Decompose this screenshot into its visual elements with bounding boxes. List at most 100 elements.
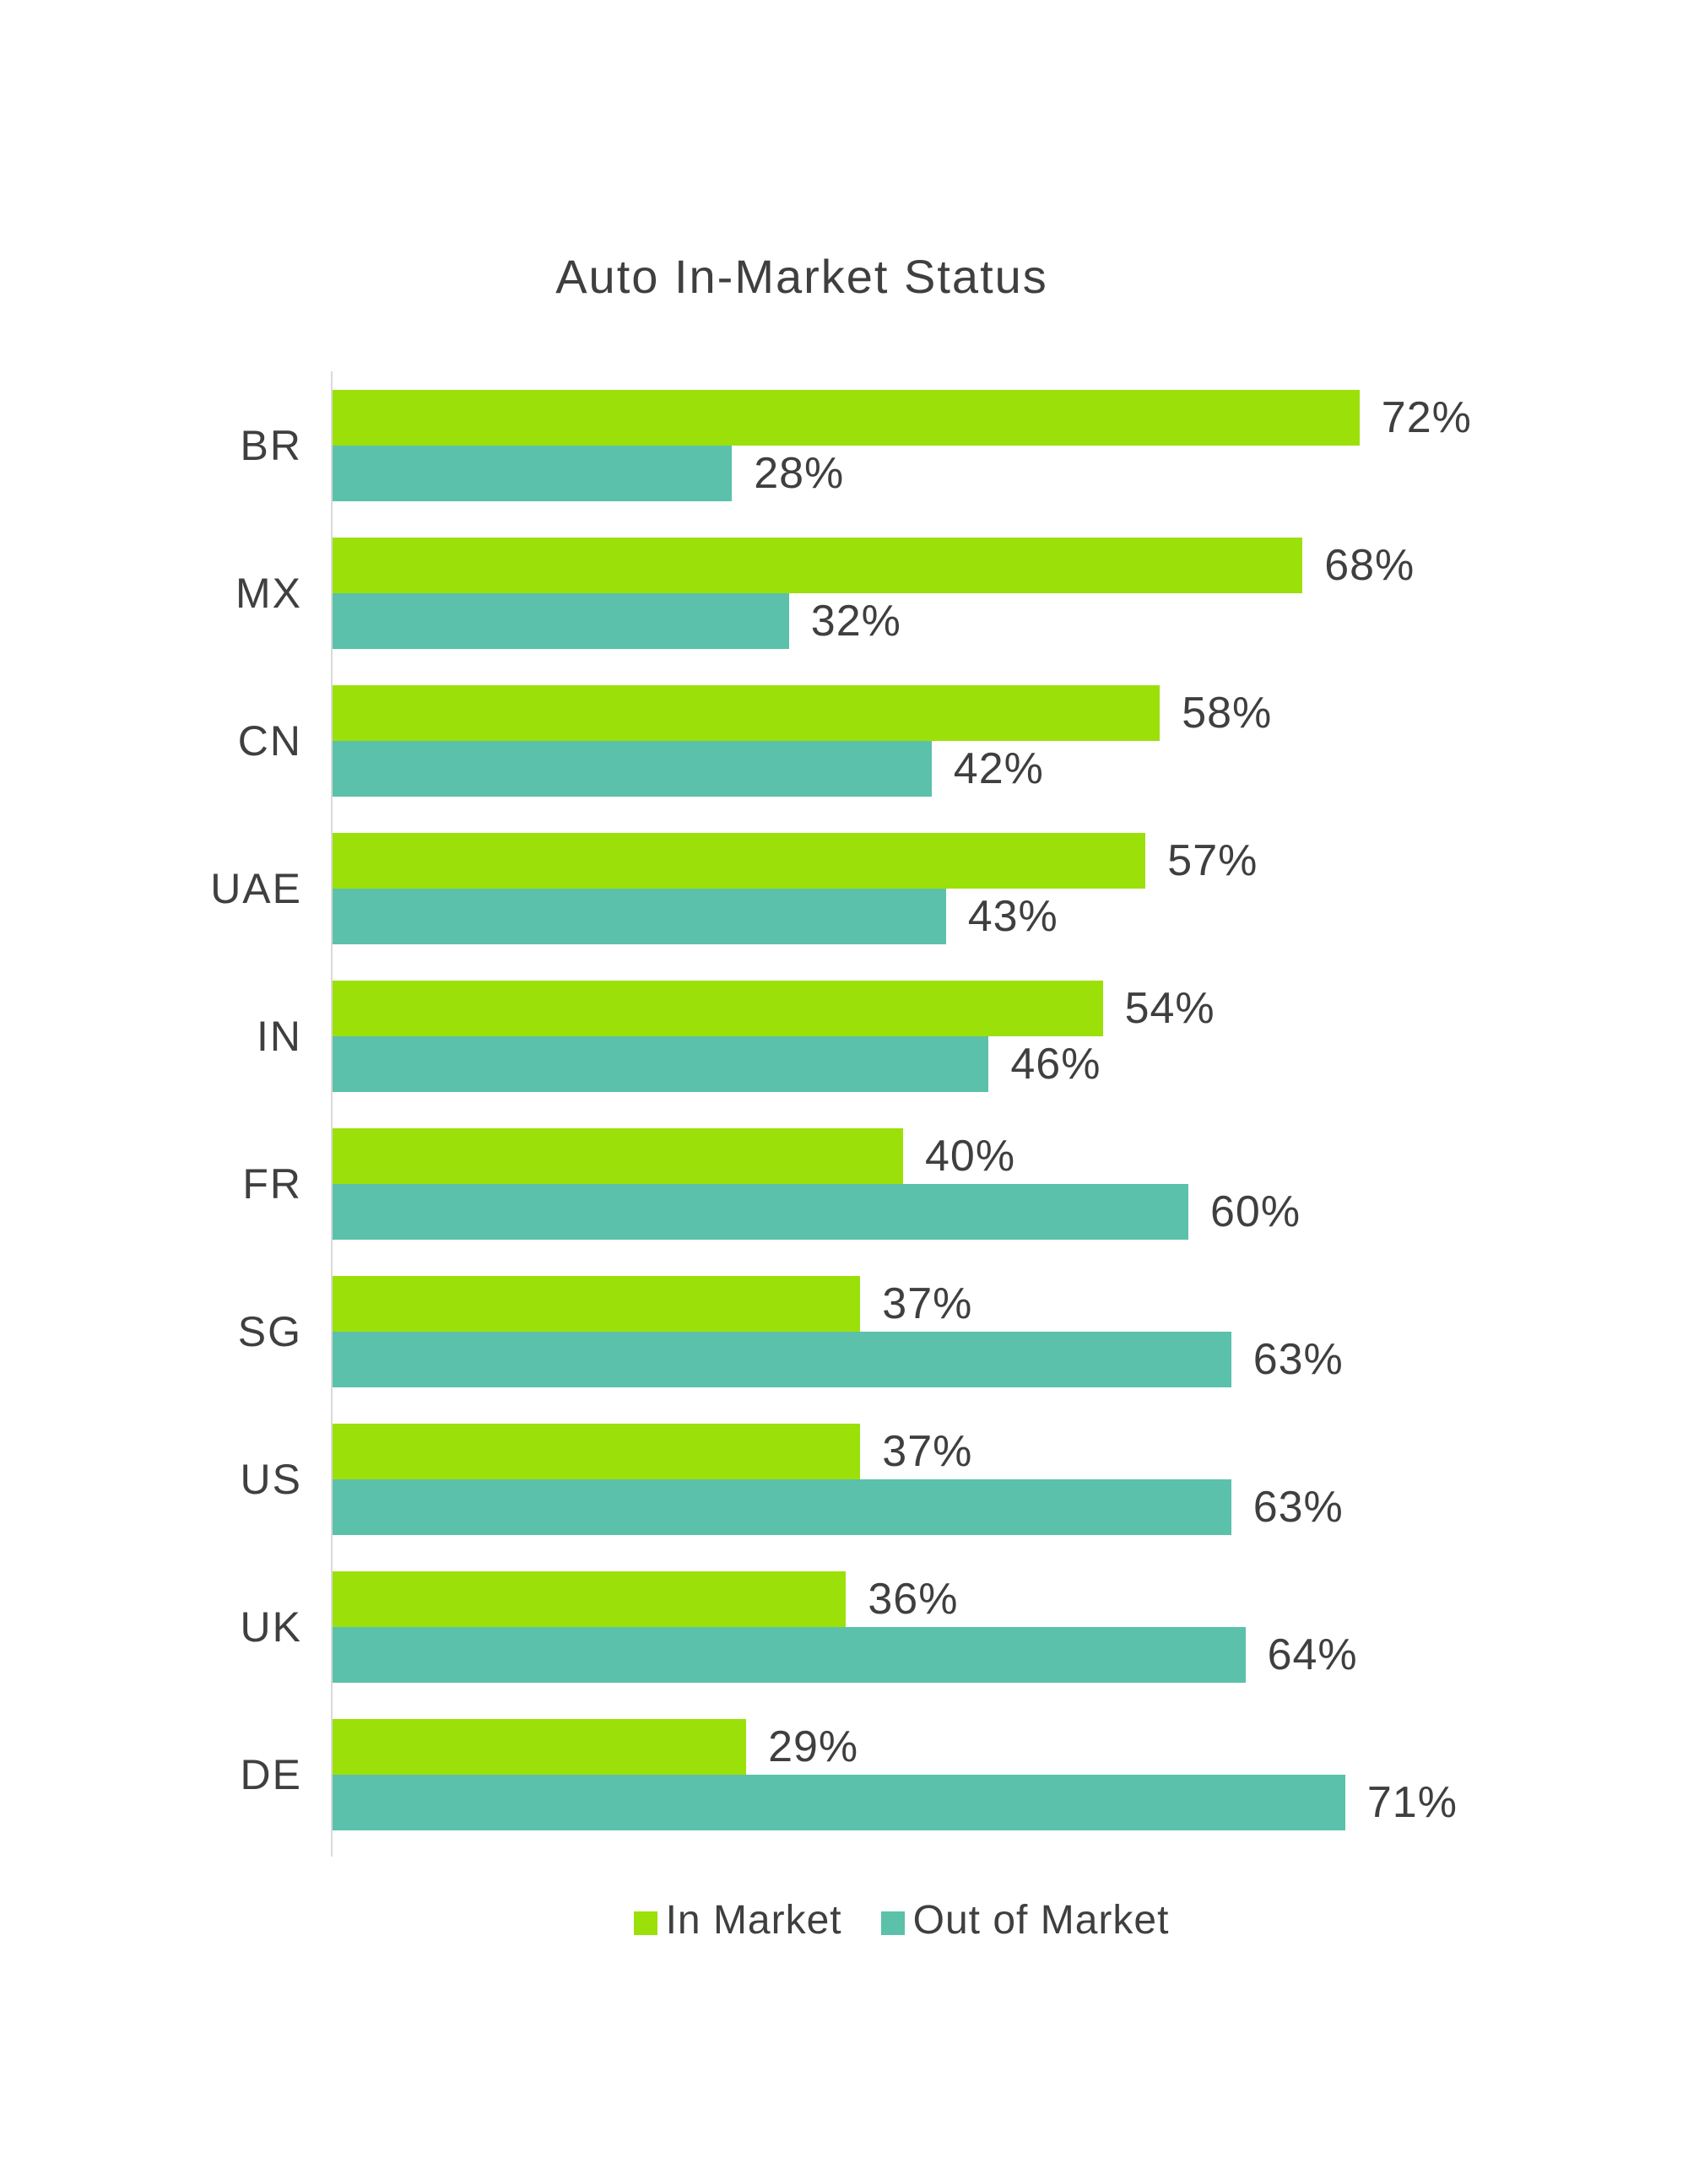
category-group-mx: MX 68% 32% [0, 538, 1472, 649]
bar-pair: 54% 46% [333, 981, 1215, 1092]
bar-line-out-of-market: 63% [333, 1479, 1344, 1535]
category-label: SG [237, 1308, 302, 1355]
bar-pair: 37% 63% [333, 1424, 1344, 1535]
legend-swatch-out-of-market [880, 1911, 905, 1935]
value-label-in-market: 37% [882, 1279, 973, 1328]
category-group-br: BR 72% 28% [0, 390, 1472, 501]
bar-in-market [333, 390, 1360, 446]
bar-line-out-of-market: 32% [333, 593, 1415, 649]
bar-pair: 57% 43% [333, 833, 1258, 944]
bar-in-market [333, 833, 1146, 889]
value-label-in-market: 54% [1124, 984, 1215, 1033]
bar-line-in-market: 37% [333, 1424, 1344, 1479]
bar-line-in-market: 40% [333, 1128, 1301, 1184]
bar-out-of-market [333, 1332, 1231, 1387]
bar-pair: 68% 32% [333, 538, 1415, 649]
value-label-out-of-market: 71% [1366, 1778, 1458, 1827]
bar-line-in-market: 57% [333, 833, 1258, 889]
category-label: UAE [210, 865, 302, 912]
y-axis-line [331, 371, 333, 1857]
category-group-us: US 37% 63% [0, 1424, 1472, 1535]
bar-out-of-market [333, 1479, 1231, 1535]
bar-line-in-market: 37% [333, 1276, 1344, 1332]
legend: In Market Out of Market [331, 1897, 1472, 1943]
value-label-out-of-market: 42% [953, 744, 1044, 793]
value-label-out-of-market: 64% [1267, 1630, 1358, 1679]
bar-line-out-of-market: 64% [333, 1627, 1358, 1683]
category-label: FR [242, 1160, 302, 1208]
bar-line-out-of-market: 42% [333, 741, 1272, 797]
category-group-sg: SG 37% 63% [0, 1276, 1472, 1387]
bar-in-market [333, 1719, 747, 1775]
legend-label-out-of-market: Out of Market [912, 1898, 1170, 1943]
legend-label-in-market: In Market [665, 1898, 842, 1943]
bar-line-out-of-market: 46% [333, 1036, 1215, 1092]
category-group-cn: CN 58% 42% [0, 685, 1472, 797]
value-label-in-market: 29% [768, 1722, 859, 1771]
bar-pair: 36% 64% [333, 1571, 1358, 1683]
bar-in-market [333, 1424, 861, 1479]
bar-line-in-market: 36% [333, 1571, 1358, 1627]
bar-line-out-of-market: 60% [333, 1184, 1301, 1240]
value-label-in-market: 68% [1324, 541, 1415, 590]
category-group-fr: FR 40% 60% [0, 1128, 1472, 1240]
bar-line-in-market: 29% [333, 1719, 1458, 1775]
bar-chart-plot-area: BR 72% 28% MX 68% 32% CN 58% 42% UAE 57% 43% IN 54% 46… [0, 371, 1688, 1873]
bar-out-of-market [333, 1036, 989, 1092]
value-label-out-of-market: 28% [754, 449, 845, 498]
legend-item-in-market: In Market [633, 1897, 842, 1943]
bar-pair: 37% 63% [333, 1276, 1344, 1387]
bar-pair: 58% 42% [333, 685, 1272, 797]
bar-in-market [333, 685, 1160, 741]
bar-out-of-market [333, 593, 789, 649]
bar-out-of-market [333, 446, 733, 501]
bar-line-in-market: 68% [333, 538, 1415, 593]
value-label-out-of-market: 43% [967, 892, 1058, 941]
category-group-in: IN 54% 46% [0, 981, 1472, 1092]
category-label: UK [240, 1603, 302, 1651]
bar-in-market [333, 538, 1303, 593]
bar-out-of-market [333, 889, 946, 944]
bar-out-of-market [333, 1184, 1188, 1240]
category-group-uk: UK 36% 64% [0, 1571, 1472, 1683]
legend-item-out-of-market: Out of Market [880, 1897, 1170, 1943]
bar-out-of-market [333, 1775, 1345, 1830]
value-label-out-of-market: 32% [810, 597, 901, 646]
value-label-out-of-market: 60% [1210, 1187, 1301, 1236]
value-label-in-market: 57% [1167, 836, 1258, 885]
category-group-uae: UAE 57% 43% [0, 833, 1472, 944]
bar-line-in-market: 54% [333, 981, 1215, 1036]
category-label: US [240, 1456, 302, 1503]
bar-line-out-of-market: 63% [333, 1332, 1344, 1387]
bar-in-market [333, 1276, 861, 1332]
value-label-in-market: 37% [882, 1427, 973, 1476]
bar-out-of-market [333, 1627, 1246, 1683]
bar-line-in-market: 72% [333, 390, 1472, 446]
bar-in-market [333, 1571, 847, 1627]
value-label-out-of-market: 63% [1252, 1483, 1344, 1532]
category-label: MX [235, 570, 302, 617]
bar-line-in-market: 58% [333, 685, 1272, 741]
category-label: CN [237, 717, 302, 765]
value-label-in-market: 40% [925, 1132, 1016, 1181]
bar-pair: 72% 28% [333, 390, 1472, 501]
category-group-de: DE 29% 71% [0, 1719, 1472, 1830]
legend-swatch-in-market [633, 1911, 657, 1935]
category-label: BR [240, 422, 302, 469]
value-label-out-of-market: 63% [1252, 1335, 1344, 1384]
bar-in-market [333, 981, 1103, 1036]
chart-title: Auto In-Market Status [555, 250, 1048, 303]
value-label-out-of-market: 46% [1010, 1040, 1101, 1089]
bar-rows: BR 72% 28% MX 68% 32% CN 58% 42% UAE 57% 43% IN 54% 46… [0, 390, 1472, 1867]
value-label-in-market: 58% [1182, 689, 1273, 738]
value-label-in-market: 72% [1381, 393, 1472, 442]
bar-out-of-market [333, 741, 932, 797]
bar-pair: 29% 71% [333, 1719, 1458, 1830]
bar-in-market [333, 1128, 903, 1184]
category-label: IN [257, 1013, 302, 1060]
category-label: DE [240, 1751, 302, 1798]
bar-line-out-of-market: 43% [333, 889, 1258, 944]
bar-line-out-of-market: 71% [333, 1775, 1458, 1830]
bar-pair: 40% 60% [333, 1128, 1301, 1240]
